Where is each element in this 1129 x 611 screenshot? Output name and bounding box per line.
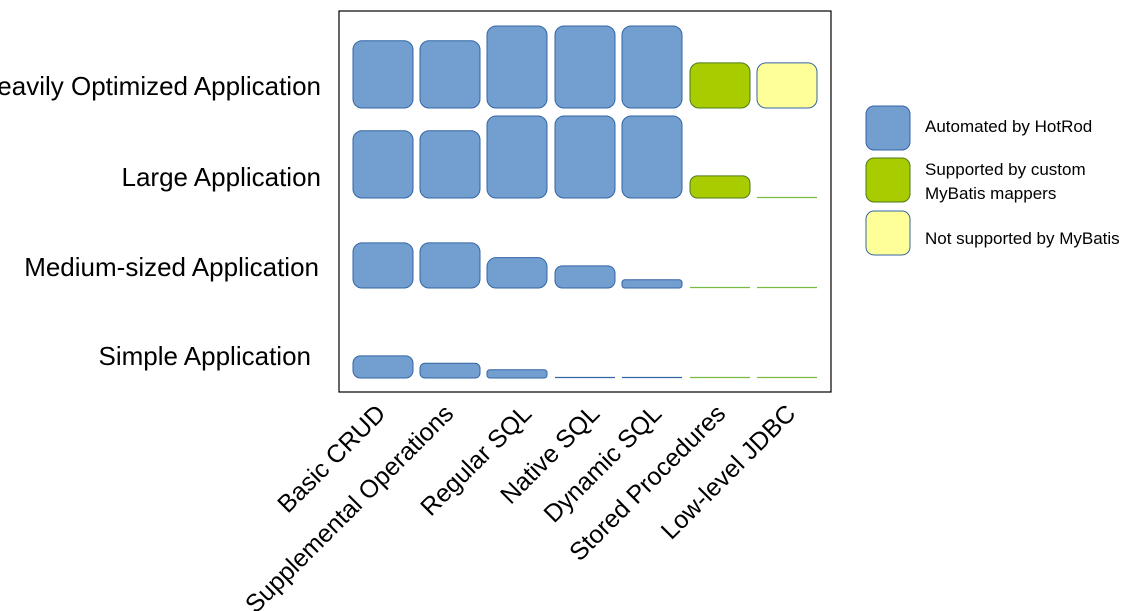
cell-medium-sized-application-basic-crud xyxy=(352,242,414,289)
cell-medium-sized-application-regular-sql xyxy=(486,257,548,289)
cell-medium-sized-application-dynamic-sql xyxy=(621,279,683,289)
legend-item-unsupported: Not supported by MyBatis xyxy=(865,210,1120,256)
cell-medium-sized-application-native-sql xyxy=(554,265,616,289)
cell-heavily-optimized-application-dynamic-sql xyxy=(621,25,683,109)
cell-simple-application-supplemental-operations xyxy=(419,362,481,379)
cell-large-application-native-sql xyxy=(554,115,616,199)
chart-frame xyxy=(338,10,832,393)
cell-large-application-stored-procedures xyxy=(689,175,751,199)
chart-legend: Automated by HotRod Supported by custom My… xyxy=(865,105,1120,256)
legend-label-custom-line-2: MyBatis mappers xyxy=(925,184,1056,203)
row-label-large-application: Large Application xyxy=(122,162,321,192)
row-labels: Heavily Optimized Application Large Appli… xyxy=(0,71,321,371)
cell-heavily-optimized-application-basic-crud xyxy=(352,40,414,109)
cell-heavily-optimized-application-stored-procedures xyxy=(689,62,751,109)
chart-marks xyxy=(352,25,818,379)
legend-label-custom-line-1: Supported by custom xyxy=(925,160,1086,179)
legend-swatch-custom xyxy=(865,157,911,203)
cell-large-application-regular-sql xyxy=(486,115,548,199)
cell-heavily-optimized-application-low-level-jdbc xyxy=(756,62,818,109)
row-label-heavily-optimized-application: Heavily Optimized Application xyxy=(0,71,321,101)
legend-item-custom: Supported by custom MyBatis mappers xyxy=(865,157,1086,203)
legend-swatch-automated xyxy=(865,105,911,151)
legend-swatch-unsupported xyxy=(865,210,911,256)
cell-heavily-optimized-application-supplemental-operations xyxy=(419,40,481,109)
cell-simple-application-basic-crud xyxy=(352,355,414,379)
cell-large-application-supplemental-operations xyxy=(419,130,481,199)
cell-heavily-optimized-application-native-sql xyxy=(554,25,616,109)
row-label-medium-sized-application: Medium-sized Application xyxy=(24,252,319,282)
legend-item-automated: Automated by HotRod xyxy=(865,105,1092,151)
cell-heavily-optimized-application-regular-sql xyxy=(486,25,548,109)
cell-large-application-basic-crud xyxy=(352,130,414,199)
row-label-simple-application: Simple Application xyxy=(99,341,311,371)
cell-large-application-dynamic-sql xyxy=(621,115,683,199)
legend-label-automated-line-1: Automated by HotRod xyxy=(925,117,1092,136)
legend-label-unsupported-line-1: Not supported by MyBatis xyxy=(925,229,1120,248)
cell-simple-application-regular-sql xyxy=(486,369,548,379)
cell-medium-sized-application-supplemental-operations xyxy=(419,242,481,289)
